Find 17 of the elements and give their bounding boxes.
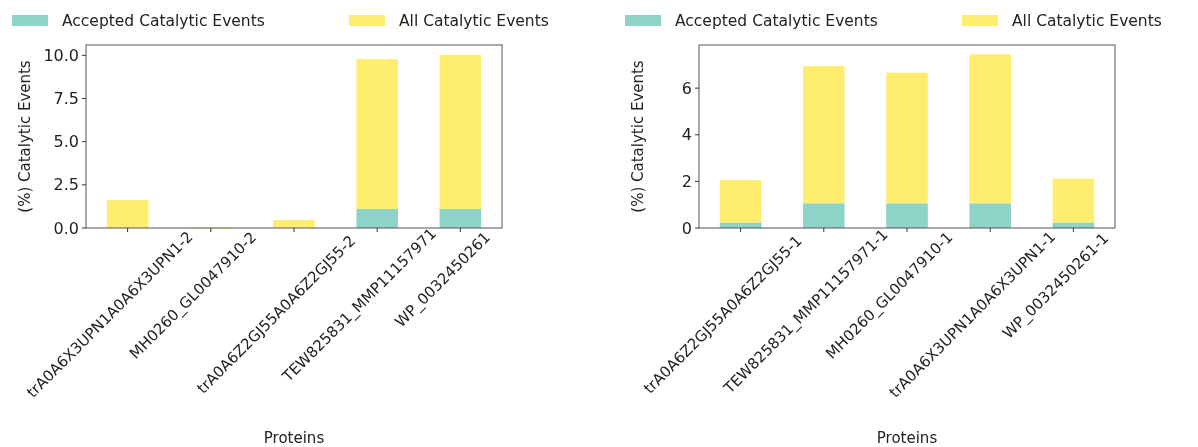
y-tick-label: 0.0 xyxy=(53,218,79,238)
y-axis-title: (%) Catalytic Events xyxy=(16,60,34,213)
y-tick-label: 4 xyxy=(681,125,692,145)
legend-label: All Catalytic Events xyxy=(399,12,549,31)
x-axis-title: Proteins xyxy=(876,429,938,447)
x-axis-title: Proteins xyxy=(263,429,325,447)
y-axis-title: (%) Catalytic Events xyxy=(629,60,647,213)
legend-label: Accepted Catalytic Events xyxy=(62,12,265,31)
legend-label: All Catalytic Events xyxy=(1012,12,1162,31)
y-tick-label: 7.5 xyxy=(53,89,79,109)
y-tick-label: 6 xyxy=(681,78,692,98)
y-tick-label: 2.5 xyxy=(53,175,79,195)
y-tick-label: 5.0 xyxy=(53,132,79,152)
y-tick-label: 2 xyxy=(681,171,692,191)
y-tick-label: 0 xyxy=(681,218,692,238)
legend-label: Accepted Catalytic Events xyxy=(675,12,878,31)
y-tick-label: 10.0 xyxy=(43,45,79,65)
